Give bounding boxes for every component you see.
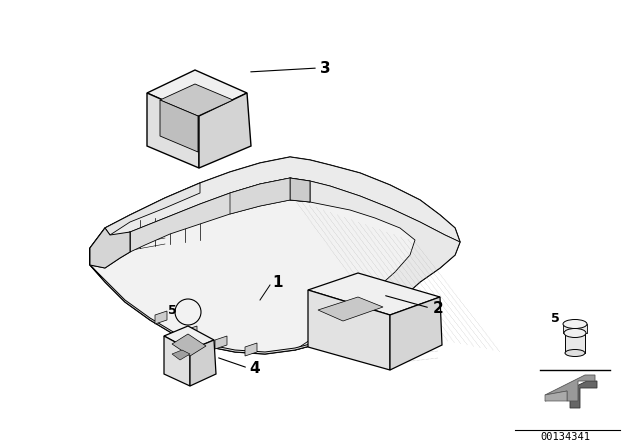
Polygon shape bbox=[147, 70, 247, 116]
Polygon shape bbox=[105, 183, 200, 235]
Ellipse shape bbox=[563, 319, 587, 328]
Text: 1: 1 bbox=[273, 275, 284, 289]
Polygon shape bbox=[190, 340, 216, 386]
Polygon shape bbox=[565, 333, 585, 353]
Polygon shape bbox=[185, 326, 197, 339]
Polygon shape bbox=[160, 84, 233, 116]
Polygon shape bbox=[230, 178, 290, 214]
Polygon shape bbox=[199, 93, 251, 168]
Text: 00134341: 00134341 bbox=[540, 432, 590, 442]
Ellipse shape bbox=[565, 349, 585, 357]
Ellipse shape bbox=[564, 328, 586, 337]
Polygon shape bbox=[318, 297, 383, 321]
Polygon shape bbox=[290, 178, 310, 202]
Polygon shape bbox=[90, 157, 460, 354]
Polygon shape bbox=[245, 343, 257, 356]
Polygon shape bbox=[545, 375, 595, 401]
Polygon shape bbox=[90, 248, 325, 354]
Polygon shape bbox=[290, 178, 460, 350]
Text: 4: 4 bbox=[250, 361, 260, 375]
Text: 3: 3 bbox=[320, 60, 330, 76]
Polygon shape bbox=[172, 350, 190, 360]
Polygon shape bbox=[545, 391, 567, 401]
Text: 5: 5 bbox=[168, 303, 177, 316]
Polygon shape bbox=[390, 297, 442, 370]
Polygon shape bbox=[164, 336, 190, 386]
Polygon shape bbox=[563, 324, 587, 333]
Polygon shape bbox=[545, 381, 597, 408]
Polygon shape bbox=[164, 326, 214, 350]
Polygon shape bbox=[147, 93, 199, 168]
Polygon shape bbox=[172, 334, 206, 356]
Polygon shape bbox=[160, 100, 198, 152]
Polygon shape bbox=[90, 228, 130, 268]
Polygon shape bbox=[215, 336, 227, 349]
Polygon shape bbox=[155, 311, 167, 324]
Polygon shape bbox=[308, 273, 440, 315]
Polygon shape bbox=[130, 178, 310, 252]
Polygon shape bbox=[90, 228, 130, 268]
Polygon shape bbox=[105, 157, 460, 242]
Text: 5: 5 bbox=[550, 311, 559, 324]
Text: 2: 2 bbox=[433, 301, 444, 315]
Polygon shape bbox=[308, 290, 390, 370]
